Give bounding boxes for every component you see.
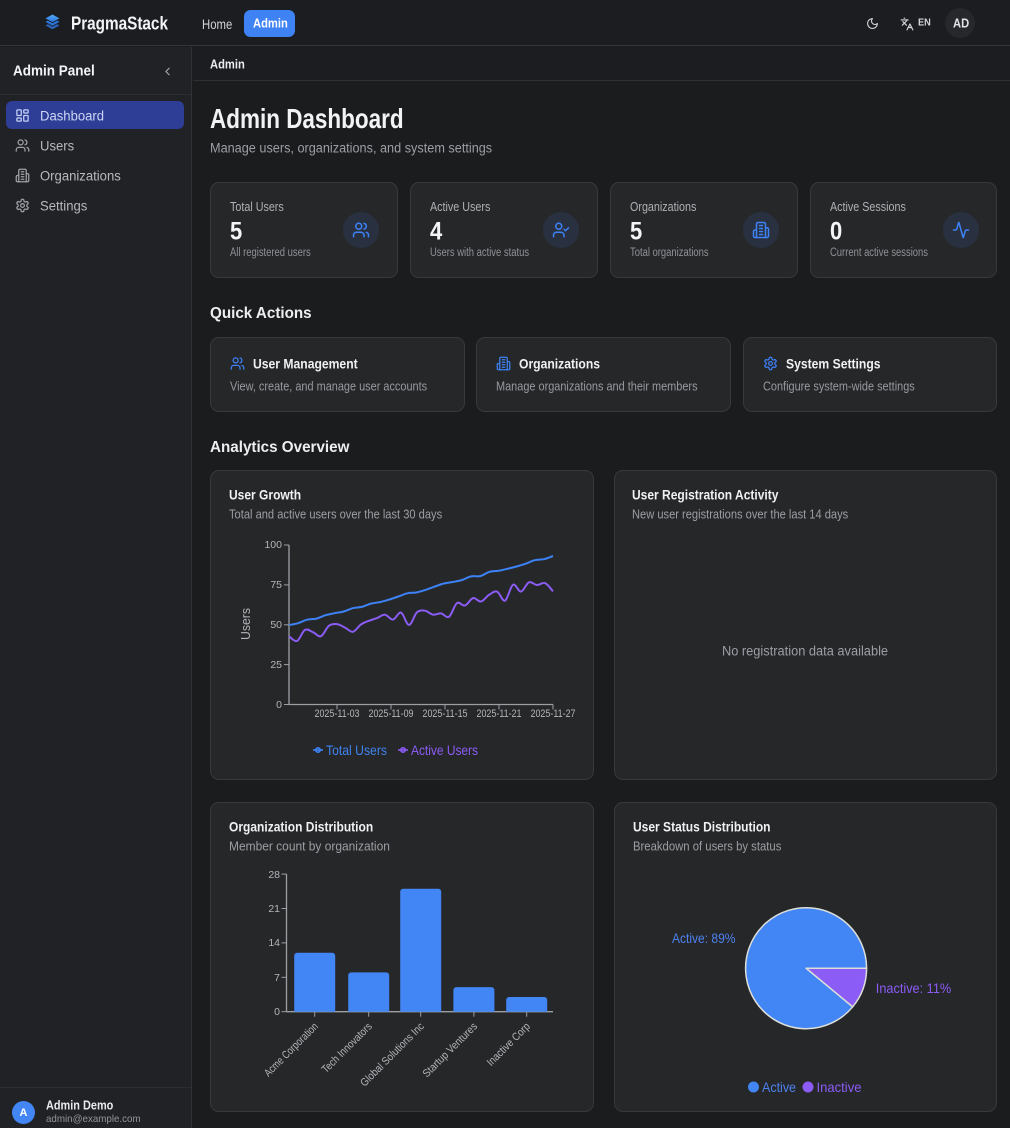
svg-text:14: 14 (268, 937, 280, 949)
svg-text:100: 100 (264, 539, 282, 551)
svg-text:Active Users: Active Users (411, 742, 478, 758)
svg-text:7: 7 (274, 972, 280, 984)
svg-text:21: 21 (268, 903, 280, 915)
svg-text:Inactive Corp: Inactive Corp (485, 1021, 533, 1069)
svg-text:0: 0 (274, 1006, 280, 1018)
svg-text:2025-11-27: 2025-11-27 (531, 708, 576, 720)
svg-text:0: 0 (276, 699, 282, 711)
svg-text:Users: Users (239, 608, 253, 640)
svg-text:Inactive: 11%: Inactive: 11% (876, 980, 951, 996)
svg-text:50: 50 (270, 619, 282, 631)
svg-text:2025-11-09: 2025-11-09 (369, 708, 414, 720)
svg-text:2025-11-03: 2025-11-03 (315, 708, 360, 720)
svg-text:25: 25 (270, 659, 282, 671)
svg-text:Active: 89%: Active: 89% (672, 930, 736, 946)
svg-text:Startup Ventures: Startup Ventures (421, 1020, 481, 1080)
svg-text:Acme Corporation: Acme Corporation (262, 1021, 321, 1080)
svg-text:Active: Active (762, 1079, 796, 1095)
svg-text:2025-11-15: 2025-11-15 (423, 708, 468, 720)
svg-text:2025-11-21: 2025-11-21 (477, 708, 522, 720)
svg-text:Inactive: Inactive (817, 1079, 862, 1095)
svg-text:Tech Innovators: Tech Innovators (320, 1020, 375, 1075)
svg-text:75: 75 (270, 579, 282, 591)
svg-text:Total Users: Total Users (326, 742, 387, 758)
svg-text:28: 28 (268, 869, 280, 881)
